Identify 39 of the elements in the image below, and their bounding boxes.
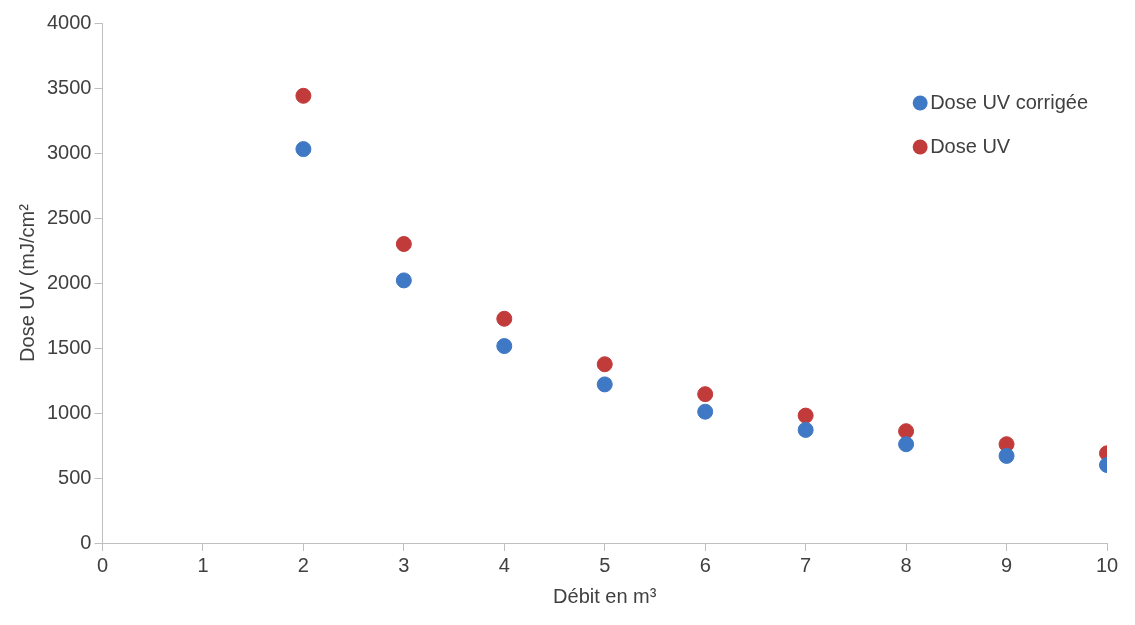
point xyxy=(898,423,915,440)
y-axis-title: Dose UV (mJ/cm² xyxy=(15,203,38,362)
y-tick-label: 500 xyxy=(58,465,92,488)
point xyxy=(496,338,513,355)
point xyxy=(898,436,915,453)
y-tick-label: 4000 xyxy=(46,10,92,33)
x-tick-label: 9 xyxy=(1000,553,1013,576)
point xyxy=(395,272,412,289)
x-tick-label: 3 xyxy=(398,553,410,576)
y-tick-label: 1000 xyxy=(46,400,92,423)
x-tick-label: 7 xyxy=(800,553,812,576)
y-tick-label: 2500 xyxy=(46,205,92,228)
y-tick-label: 3500 xyxy=(46,75,92,98)
x-tick-label: 6 xyxy=(699,553,711,576)
x-tick-label: 8 xyxy=(900,553,912,576)
legend-label: Dose UV corrigée xyxy=(930,90,1088,113)
point xyxy=(797,407,814,424)
point xyxy=(998,447,1015,464)
point xyxy=(596,376,613,393)
x-tick-label: 5 xyxy=(599,553,611,576)
point xyxy=(697,386,714,403)
y-tick-label: 0 xyxy=(80,530,92,553)
point xyxy=(295,87,312,104)
y-tick-label: 1500 xyxy=(46,335,92,358)
x-tick-label: 0 xyxy=(96,553,109,576)
x-axis-title: Débit en m³ xyxy=(553,584,657,607)
x-tick-label: 10 xyxy=(1095,553,1119,576)
point xyxy=(395,236,412,252)
x-tick-label: 1 xyxy=(197,553,209,576)
x-tick-label: 4 xyxy=(498,553,510,576)
x-tick-label: 2 xyxy=(297,553,309,576)
point xyxy=(797,421,814,438)
point xyxy=(596,356,613,373)
legend-label: Dose UV xyxy=(930,134,1011,157)
y-tick-label: 2000 xyxy=(46,270,92,293)
y-tick-label: 3000 xyxy=(46,140,92,163)
point xyxy=(496,310,513,327)
point xyxy=(697,403,714,420)
point xyxy=(295,141,312,158)
